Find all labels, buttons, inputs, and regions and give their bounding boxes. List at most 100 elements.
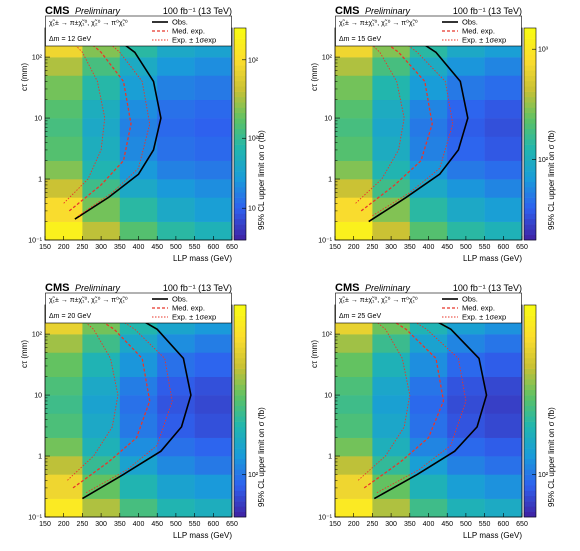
heatmap-cell <box>45 474 83 499</box>
x-tick-label: 600 <box>497 244 509 251</box>
heatmap-cell <box>157 376 195 396</box>
colorbar-step <box>234 405 246 412</box>
colorbar-step <box>234 234 246 241</box>
x-tick-label: 200 <box>348 521 360 528</box>
heatmap-cell <box>409 376 448 396</box>
colorbar-step <box>524 464 536 470</box>
colorbar-step <box>234 54 246 61</box>
x-tick-label: 300 <box>385 244 397 251</box>
heatmap-cell <box>335 474 373 499</box>
colorbar-step <box>524 395 536 401</box>
heatmap-cell <box>45 57 83 76</box>
heatmap-cell <box>82 118 121 137</box>
colorbar-step <box>234 144 246 151</box>
y-axis-label: cτ (mm) <box>20 63 29 91</box>
legend-box <box>45 15 232 47</box>
x-tick-label: 500 <box>460 521 472 528</box>
observed-contour <box>373 309 488 500</box>
colorbar-label: 95% CL upper limit on σ (fb) <box>547 130 556 230</box>
colorbar-step <box>524 469 536 475</box>
colorbar-tick-label: 10³ <box>538 47 549 54</box>
cms-label: CMS <box>45 5 69 17</box>
colorbar-step <box>524 128 536 135</box>
heatmap-cell <box>82 413 121 438</box>
heatmap-cell <box>194 474 233 499</box>
panel-4: 150 200 250 300 350 400 450 500 550 600 650 10⁻¹ 1 10… <box>310 282 556 540</box>
heatmap-cell <box>335 413 373 438</box>
heatmap-cell <box>194 352 233 378</box>
heatmap-cell <box>157 474 195 499</box>
x-tick-label: 550 <box>479 521 491 528</box>
colorbar-step <box>234 363 246 369</box>
legend-entry: Med. exp. <box>462 304 495 313</box>
colorbar-step <box>524 208 536 214</box>
colorbar-step <box>524 134 536 140</box>
heatmap-cell <box>484 334 523 353</box>
heatmap-cell <box>157 221 195 241</box>
x-tick-label: 200 <box>58 244 70 251</box>
colorbar-step <box>234 134 246 140</box>
colorbar-step <box>234 442 246 449</box>
heatmap-cells <box>45 305 233 518</box>
colorbar-step <box>524 368 536 375</box>
heatmap-cell <box>484 395 523 414</box>
colorbar-step <box>234 368 246 375</box>
x-tick-label: 200 <box>348 244 360 251</box>
x-tick-label: 650 <box>516 521 528 528</box>
colorbar-step <box>234 59 246 66</box>
x-axis-label: LLP mass (GeV) <box>173 254 232 263</box>
heatmap-cells <box>335 305 523 518</box>
legend-box <box>45 292 232 324</box>
colorbar-tick-label: 10² <box>248 57 259 64</box>
expected-contour <box>68 32 132 212</box>
heatmap-cell <box>409 498 448 518</box>
heatmap-cell <box>372 136 411 161</box>
x-tick-label: 350 <box>404 521 416 528</box>
colorbar-frame <box>523 27 537 241</box>
colorbar-step <box>234 181 246 188</box>
heatmap-cell <box>82 57 121 76</box>
colorbar-step <box>234 379 246 385</box>
colorbar-step <box>524 490 536 497</box>
colorbar-step <box>234 347 246 353</box>
heatmap-cell <box>45 160 83 180</box>
heatmap-cell <box>335 118 373 137</box>
colorbar-step <box>234 458 246 465</box>
heatmap-cell <box>409 474 448 499</box>
x-axis-label: LLP mass (GeV) <box>463 531 522 540</box>
heatmap-cell <box>119 179 158 198</box>
heatmap-cell <box>82 456 121 475</box>
colorbar-step <box>234 155 246 161</box>
colorbar-step <box>234 43 246 50</box>
colorbar-step <box>524 224 536 230</box>
y-tick-label: 1 <box>38 454 42 461</box>
colorbar-step <box>524 426 536 433</box>
colorbar-step <box>524 213 536 220</box>
heatmap-cell <box>45 179 83 198</box>
heatmap-cell <box>119 437 158 457</box>
colorbar-step <box>524 107 536 114</box>
heatmap-cell <box>484 352 523 378</box>
colorbar-step <box>524 511 536 518</box>
heatmap-cell <box>335 352 373 378</box>
heatmap-cell <box>119 99 158 119</box>
colorbar-step <box>524 197 536 204</box>
heatmap-cell <box>447 197 485 222</box>
panel-2: 150 200 250 300 350 400 450 500 550 600 650 10⁻¹ 1 10… <box>310 5 556 263</box>
colorbar-step <box>234 96 246 103</box>
colorbar-step <box>524 81 536 87</box>
y-axis-label: cτ (mm) <box>310 340 319 368</box>
heatmap-cell <box>335 221 373 241</box>
legend: χ̃₁± → π±χ̃₁⁰, χ̃₂⁰ → π⁰χ̃₁⁰ Δm = 15 GeV O… <box>335 15 522 47</box>
heatmap-cell <box>372 498 411 518</box>
colorbar-step <box>234 91 246 98</box>
y-tick-label: 10 <box>324 393 332 400</box>
heatmap-cell <box>447 498 485 518</box>
expected-band-contour <box>357 309 411 481</box>
colorbar-step <box>524 448 536 454</box>
colorbar-step <box>234 395 246 401</box>
legend-box <box>335 15 522 47</box>
x-tick-label: 650 <box>516 244 528 251</box>
heatmap-cell <box>409 136 448 161</box>
colorbar: 10³ 10² <box>523 27 549 241</box>
